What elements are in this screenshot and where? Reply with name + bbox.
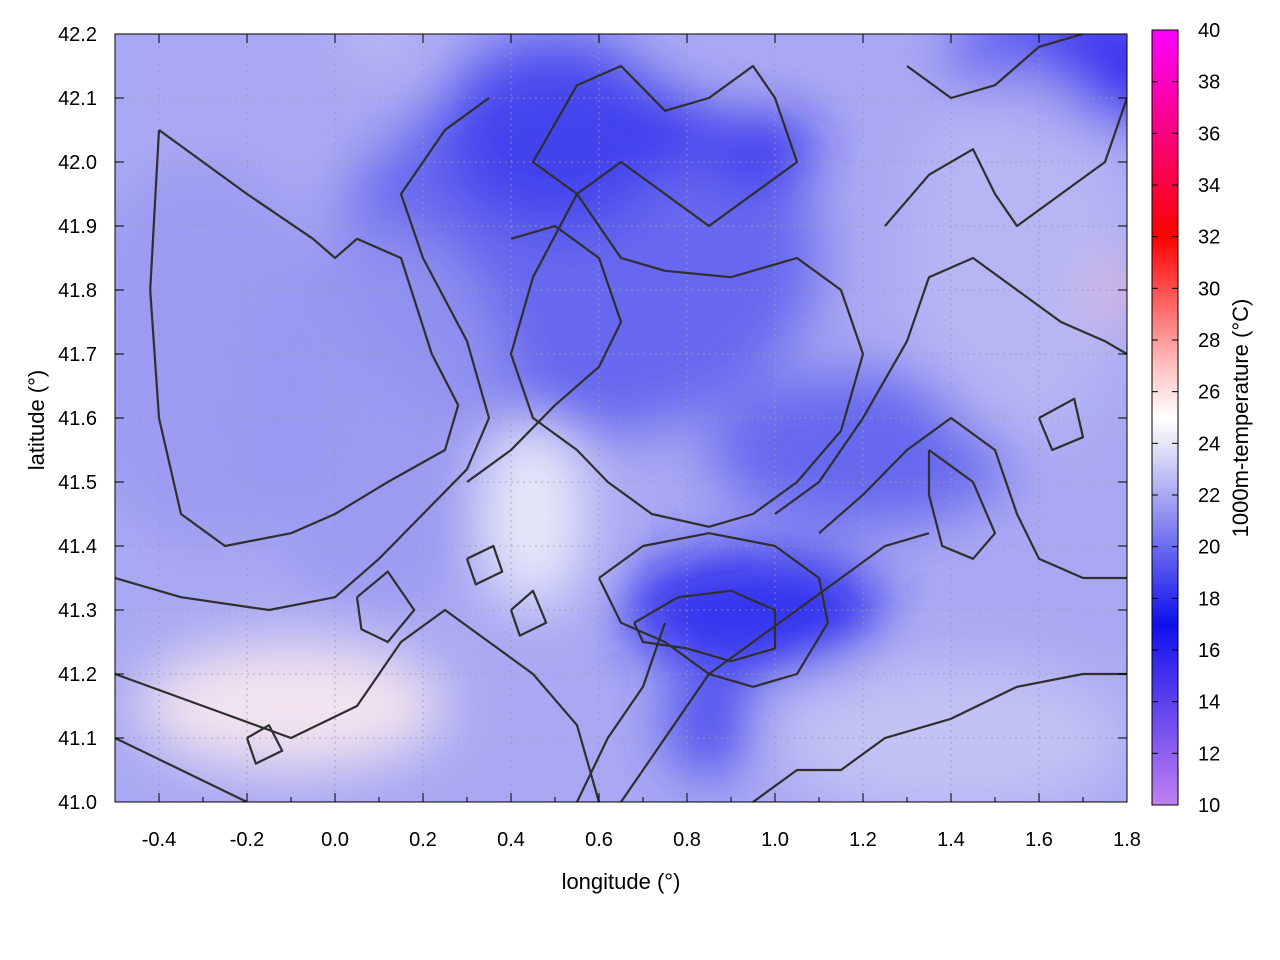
x-axis: -0.4 -0.2 0.0 0.2 0.4 0.6 0.8 1.0 1.2 1.4 1.6 1.8 (114, 34, 1141, 851)
y-tick-label: 41.4 (58, 536, 97, 558)
y-axis-label: latitude (°) (24, 370, 49, 471)
contour-lines (115, 34, 1127, 802)
contour-line (774, 256, 1127, 515)
heatmap-region (713, 117, 819, 182)
colorbar-tick-label: 26 (1198, 382, 1220, 404)
y-tick-label: 42.2 (58, 24, 97, 46)
colorbar-tick-label: 34 (1198, 175, 1220, 197)
colorbar-tick-label: 20 (1198, 537, 1220, 559)
contour-line (1037, 397, 1085, 452)
colorbar-tick-label: 28 (1198, 330, 1220, 352)
heatmap-region (709, 373, 1017, 527)
y-tick-label: 41.2 (58, 664, 97, 686)
colorbar-tick-label: 30 (1198, 278, 1220, 300)
y-tick-label: 41.5 (58, 472, 97, 494)
contour-line (466, 224, 623, 483)
y-tick-label: 41.6 (58, 408, 97, 430)
contour-line (115, 737, 248, 802)
x-tick-label: 1.8 (1113, 829, 1141, 851)
y-axis: 41.0 41.1 41.2 41.3 41.4 41.5 41.6 41.7 41.8 41.9… (58, 24, 1127, 814)
heatmap-region (445, 34, 665, 226)
contour-line (509, 193, 865, 528)
colorbar-tick-label: 10 (1198, 795, 1220, 817)
contour-line (927, 449, 997, 560)
x-tick-label: -0.2 (230, 829, 264, 851)
colorbar-tick-label: 18 (1198, 588, 1220, 610)
x-tick-label: 1.0 (761, 829, 789, 851)
contour-line (884, 97, 1127, 228)
y-tick-label: 41.9 (58, 216, 97, 238)
contour-line (149, 129, 460, 548)
contour-line (576, 622, 667, 802)
heatmap-region (357, 34, 401, 47)
heatmap-region (643, 104, 714, 156)
x-tick-label: 0.6 (585, 829, 613, 851)
colorbar-tick-label: 12 (1198, 743, 1220, 765)
contour-line (115, 97, 491, 612)
contour-line (115, 608, 601, 802)
contour-line (355, 570, 416, 644)
x-tick-label: -0.4 (142, 829, 176, 851)
y-tick-label: 41.8 (58, 280, 97, 302)
colorbar-tick-label: 32 (1198, 227, 1220, 249)
colorbar-gradient-bar (1151, 29, 1179, 806)
x-tick-label: 0.4 (497, 829, 525, 851)
contour-line (906, 34, 1084, 100)
contour-line (509, 589, 548, 637)
colorbar: 10 12 14 16 18 20 22 24 26 28 30 32 34 36 38 40 (1151, 20, 1220, 817)
heatmap-region (665, 674, 753, 777)
contour-line (598, 532, 829, 688)
x-tick-label: 0.2 (409, 829, 437, 851)
colorbar-tick-label: 22 (1198, 485, 1220, 507)
y-tick-label: 42.1 (58, 88, 97, 110)
x-axis-label: longitude (°) (562, 869, 681, 894)
colorbar-tick-label: 24 (1198, 433, 1220, 455)
colorbar-tick-label: 40 (1198, 20, 1220, 42)
contour-line (818, 416, 1127, 580)
y-tick-label: 41.7 (58, 344, 97, 366)
contour-line (752, 672, 1127, 802)
y-tick-label: 42.0 (58, 152, 97, 174)
y-tick-label: 41.1 (58, 728, 97, 750)
x-tick-label: 1.4 (937, 829, 965, 851)
x-tick-label: 1.6 (1025, 829, 1053, 851)
heatmap-region (137, 642, 445, 770)
plot-area (115, 34, 1127, 802)
contour-line (245, 724, 284, 765)
colorbar-label: 1000m-temperature (°C) (1228, 299, 1253, 538)
x-tick-label: 1.2 (849, 829, 877, 851)
colorbar-tick-label: 16 (1198, 640, 1220, 662)
colorbar-tick-label: 36 (1198, 123, 1220, 145)
colorbar-ticks: 10 12 14 16 18 20 22 24 26 28 30 32 34 36 38 40 (1152, 20, 1220, 817)
x-tick-label: 0.8 (673, 829, 701, 851)
contour-line (465, 544, 504, 586)
heatmap-region (480, 418, 586, 610)
y-tick-label: 41.0 (58, 792, 97, 814)
y-tick-label: 41.3 (58, 600, 97, 622)
x-tick-label: 0.0 (321, 829, 349, 851)
colorbar-tick-label: 38 (1198, 72, 1220, 94)
heatmap-region (907, 66, 1127, 450)
colorbar-tick-label: 14 (1198, 692, 1220, 714)
contour-line (620, 532, 930, 802)
contour-line (532, 64, 799, 228)
